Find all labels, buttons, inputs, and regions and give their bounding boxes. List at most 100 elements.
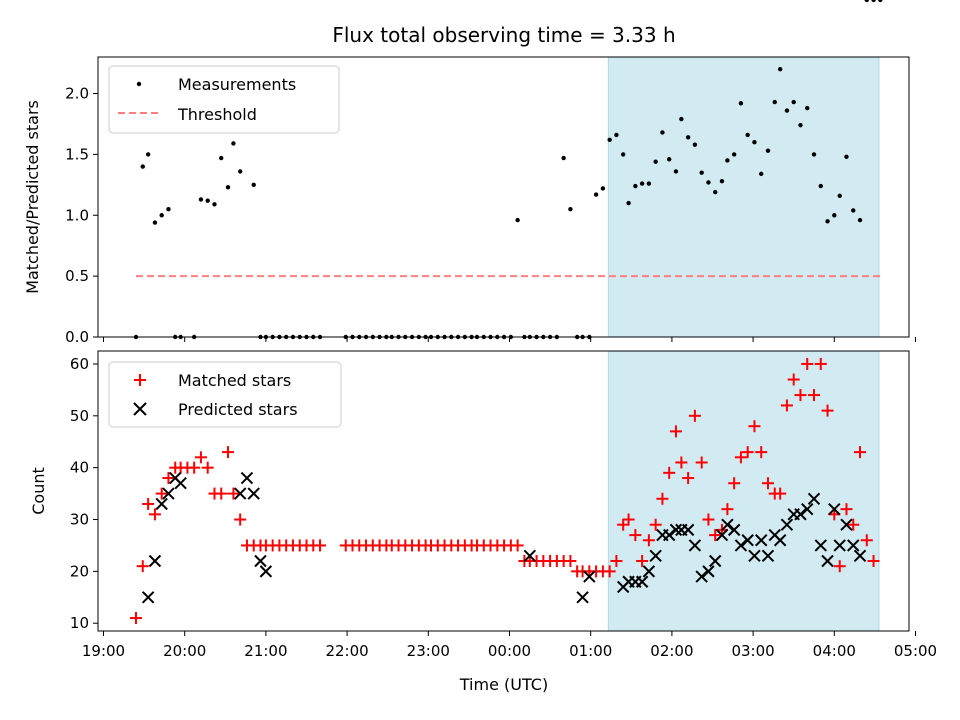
top-y-ticks: 0.0 0.5 1.0 1.5 2.0 [65,85,98,346]
measurement-point [784,108,790,113]
x-tick-label: 05:00 [894,642,937,660]
matched-star-point [603,565,616,578]
measurement-point [614,132,619,138]
measurement-point [713,189,718,195]
measurement-point [777,66,783,72]
matched-star-point [610,555,623,567]
measurement-point [515,217,520,223]
measurement-point [568,206,573,212]
matched-star-point [148,508,161,521]
measurement-point [752,140,757,145]
predicted-star-point [773,534,787,547]
top-panel: 0.00.51.01.52.0 Matched/Predicted stars … [23,0,916,346]
matched-star-point [188,461,201,474]
bottom-legend-box [108,361,342,428]
measurement-point [725,158,730,163]
matched-star-point [787,373,800,386]
measurement-point [198,197,204,202]
predicted-star-point [523,549,537,563]
predicted-star-point [814,539,827,552]
predicted-star-point [755,534,768,547]
chart-title: Flux total observing time = 3.33 h [332,23,675,47]
matched-star-point [511,539,524,552]
measurement-point [633,183,638,189]
matched-star-point [136,560,149,573]
measurement-point [825,219,830,224]
bottom-panel-marks [129,357,880,625]
measurement-point [738,101,744,106]
predicted-star-point [254,554,267,568]
legend-threshold-label: Threshold [177,105,257,124]
predicted-star-point [794,508,807,521]
top-y-tick-label: 0.0 [65,328,89,346]
predicted-star-point [748,549,761,563]
predicted-star-point [734,539,748,552]
predicted-star-point [583,570,596,583]
measurement-point [140,164,145,169]
x-tick-label: 00:00 [488,642,531,660]
matched-star-point [702,513,715,526]
matched-star-point [755,446,768,459]
bottom-x-ticks: 19:00 20:00 21:00 22:00 23:00 00:00 01:00 02:00… [82,631,937,660]
bottom-legend: Matched stars Predicted stars [108,361,342,428]
matched-star-point [636,555,649,567]
measurement-point [660,130,665,135]
measurement-point [811,152,817,157]
matched-star-point [821,404,834,417]
bottom-y-tick-label: 50 [70,407,89,425]
measurement-point [639,181,645,186]
x-tick-label: 19:00 [82,642,125,660]
predicted-star-point [669,523,683,537]
predicted-star-point [635,575,649,588]
matched-star-point [234,513,247,526]
matched-star-point [808,389,820,402]
measurement-point [685,135,691,140]
matched-star-point [162,472,175,485]
measurement-point [805,105,810,111]
top-panel-marks [133,0,883,340]
measurement-point [653,159,658,164]
bottom-shaded-interval [607,350,880,632]
predicted-star-point [174,477,187,490]
measurement-point [706,180,711,185]
measurement-point [857,217,863,223]
predicted-star-point [708,554,722,568]
measurement-point [878,0,883,3]
predicted-star-point [688,539,702,552]
predicted-star-point [155,497,168,511]
predicted-star-point [721,518,734,531]
measurement-point [145,152,151,157]
predicted-star-point [162,487,175,500]
matched-star-point [129,612,142,625]
matched-star-point [617,518,630,531]
legend-predicted-label: Predicted stars [178,400,298,419]
predicted-star-point [148,554,162,568]
measurement-point [646,181,652,186]
matched-star-point [564,555,577,567]
measurement-point [666,157,672,162]
legend-matched-label: Matched stars [178,371,291,390]
matched-star-point [774,487,787,500]
x-tick-label: 02:00 [650,642,693,660]
x-tick-label: 22:00 [325,642,368,660]
matched-star-point [688,409,701,422]
predicted-star-point [681,523,695,537]
bottom-y-axis-label: Count [29,467,48,515]
predicted-star-point [695,570,708,583]
matched-star-point [734,451,747,464]
measurement-point [798,122,803,128]
measurement-point [225,185,231,190]
predicted-star-point [780,518,794,531]
measurement-point [699,170,704,175]
top-x-ticks [103,337,916,342]
matched-star-point [709,529,722,542]
top-legend: Measurements Threshold [108,65,340,134]
predicted-star-point [727,523,741,537]
legend-measurements-marker [136,81,142,87]
measurement-point [219,155,224,161]
measurement-point [159,213,164,218]
measurement-point [844,154,849,160]
matched-star-point [194,451,207,464]
bottom-y-ticks: 10 20 30 40 50 60 [70,355,98,632]
